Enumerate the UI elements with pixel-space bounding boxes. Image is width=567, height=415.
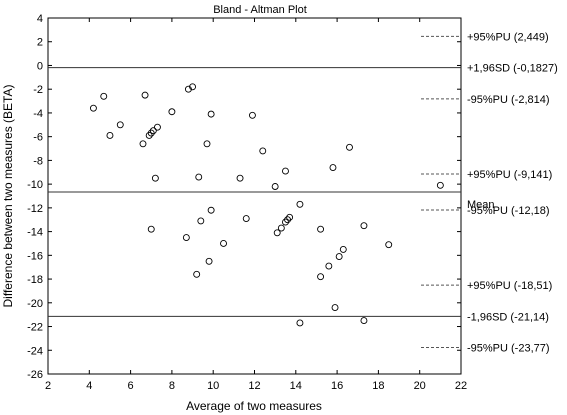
data-point [168, 108, 176, 116]
data-point [89, 104, 97, 112]
reference-labels: +1,96SD (-0,1827) Mean -1,96SD (-21,14) +95… [467, 31, 558, 354]
reference-line-label: +1,96SD (-0,1827) [467, 63, 558, 75]
data-point [106, 132, 114, 139]
data-point [339, 245, 347, 253]
x-tick-label: 18 [372, 380, 384, 392]
data-point [317, 273, 325, 281]
data-point [195, 173, 203, 181]
y-tick-label: -20 [27, 298, 43, 310]
reference-line-label: Mean [467, 199, 495, 211]
plot-area-frame [47, 17, 462, 375]
data-points [89, 83, 444, 327]
data-point [153, 123, 161, 131]
y-tick-label: -6 [33, 132, 43, 144]
data-point [182, 234, 190, 241]
y-tick-label: 2 [37, 37, 43, 49]
y-tick-label: 4 [37, 13, 43, 25]
data-point [335, 253, 343, 260]
reference-line-label: -95%PU (-23,77) [467, 343, 550, 355]
y-axis: 4 2 0 -2 -4 -6 -8 -10 -12 -14 -16 -18 -20 -22 -24 -26 [27, 13, 461, 381]
x-tick-label: 6 [128, 380, 134, 392]
data-point [205, 257, 213, 265]
data-point [145, 132, 153, 139]
data-point [139, 140, 147, 148]
reference-line-label: -1,96SD (-21,14) [467, 311, 549, 323]
x-tick-label: 16 [331, 380, 343, 392]
y-tick-label: -16 [27, 250, 43, 262]
x-axis: 2 4 6 8 10 12 14 16 18 20 22 [45, 18, 467, 392]
y-tick-label: 0 [37, 60, 43, 72]
data-point [360, 317, 368, 325]
data-point [197, 217, 205, 225]
data-point [207, 110, 215, 118]
data-point [116, 121, 124, 129]
data-point [184, 85, 192, 93]
data-point [346, 143, 353, 151]
data-point [329, 164, 337, 171]
data-point [248, 111, 256, 119]
x-tick-label: 20 [414, 380, 426, 392]
x-tick-label: 22 [455, 380, 467, 392]
reference-line-label: +95%PU (2,449) [467, 31, 549, 43]
data-point [236, 174, 244, 182]
data-point [147, 129, 155, 137]
y-tick-label: -18 [27, 274, 43, 286]
data-point [296, 319, 304, 327]
data-point [242, 215, 250, 222]
x-tick-label: 8 [169, 380, 175, 392]
y-axis-label: Difference between two measures (BETA) [1, 85, 15, 308]
y-tick-label: -10 [27, 179, 43, 191]
data-point [193, 270, 201, 278]
y-tick-label: -4 [33, 108, 43, 120]
data-point [282, 167, 289, 175]
reference-lines [48, 35, 461, 349]
data-point [282, 218, 289, 226]
data-point [100, 92, 108, 100]
data-point [296, 200, 304, 208]
data-point [277, 224, 285, 232]
y-tick-label: -8 [33, 155, 43, 167]
reference-line-label: -95%PU (-12,18) [467, 205, 550, 217]
reference-line-label: +95%PU (-18,51) [467, 280, 552, 292]
data-point [151, 174, 159, 182]
data-point [286, 213, 294, 221]
chart-title: Bland - Altman Plot [213, 4, 307, 16]
data-point [436, 181, 444, 189]
x-tick-label: 4 [86, 380, 92, 392]
data-point [147, 225, 155, 233]
y-tick-label: -14 [27, 227, 43, 239]
y-tick-label: -2 [33, 84, 43, 96]
data-point [331, 304, 339, 311]
y-tick-label: -26 [27, 369, 43, 381]
y-tick-label: -22 [27, 322, 43, 334]
x-tick-label: 2 [45, 380, 51, 392]
data-point [271, 183, 279, 190]
data-point [284, 216, 291, 224]
data-point [385, 241, 393, 249]
data-point [273, 229, 281, 237]
x-tick-label: 10 [207, 380, 219, 392]
data-point [203, 140, 211, 148]
x-axis-label: Average of two measures [186, 399, 322, 413]
data-point [317, 225, 325, 233]
reference-line-label: -95%PU (-2,814) [467, 94, 550, 106]
y-tick-label: -12 [27, 203, 43, 215]
data-point [325, 262, 333, 270]
data-point [149, 127, 157, 135]
data-point [360, 222, 368, 230]
data-point [207, 206, 215, 214]
data-point [141, 91, 149, 99]
data-point [220, 240, 227, 247]
y-tick-label: -24 [27, 345, 43, 357]
data-point [189, 83, 197, 91]
x-tick-label: 12 [248, 380, 260, 392]
x-tick-label: 14 [290, 380, 302, 392]
data-point [259, 147, 267, 155]
reference-line-label: +95%PU (-9,141) [467, 169, 552, 181]
